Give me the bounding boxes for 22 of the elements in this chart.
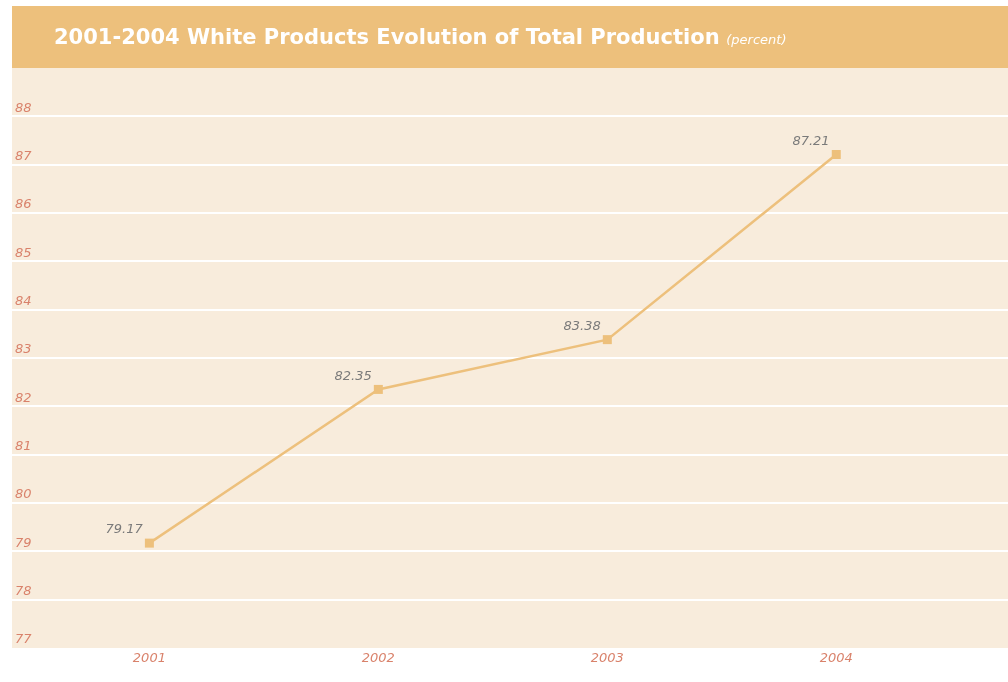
y-tick-label: 77 [15,631,33,647]
data-label: 87.21 [792,132,830,148]
y-tick-label: 85 [15,244,32,260]
y-tick-label: 80 [15,486,32,502]
y-tick-label: 86 [15,196,32,212]
y-tick-label: 82 [15,389,32,405]
x-tick-label: 2002 [361,650,395,665]
y-tick-label: 79 [15,534,32,550]
chart-title: 2001-2004 White Products Evolution of Total Production [54,25,720,49]
y-tick-label: 78 [15,583,32,599]
chart-subtitle: (percent) [726,32,787,47]
y-tick-label: 83 [15,341,32,357]
y-tick-label: 88 [15,99,32,115]
x-tick-label: 2003 [590,650,624,665]
data-label: 79.17 [105,521,144,537]
y-tick-label: 87 [15,148,33,164]
data-label: 82.35 [334,367,372,383]
x-tick-label: 2001 [132,650,166,665]
data-label: 83.38 [563,317,601,333]
y-tick-label: 81 [15,438,32,454]
x-tick-label: 2004 [819,650,853,665]
y-tick-label: 84 [15,293,32,309]
